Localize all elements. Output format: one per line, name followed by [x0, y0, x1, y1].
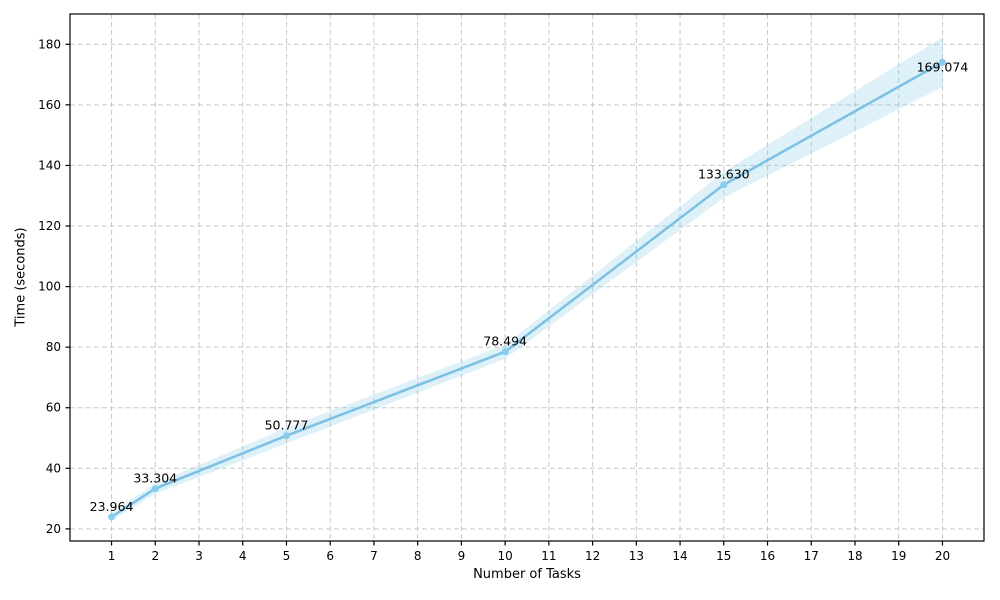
y-tick-label: 80 — [46, 340, 61, 354]
x-tick-label: 3 — [195, 549, 203, 563]
x-tick-label: 17 — [804, 549, 819, 563]
data-point-marker — [501, 348, 509, 356]
x-tick-label: 11 — [541, 549, 556, 563]
y-tick-label: 140 — [38, 158, 61, 172]
y-axis-label: Time (seconds) — [13, 227, 29, 327]
y-tick-label: 20 — [46, 522, 61, 536]
x-tick-label: 8 — [414, 549, 422, 563]
data-point-label: 78.494 — [483, 334, 527, 349]
data-point-marker — [282, 432, 290, 440]
x-axis-label: Number of Tasks — [473, 567, 581, 582]
x-tick-label: 14 — [672, 549, 687, 563]
x-tick-label: 20 — [935, 549, 950, 563]
y-tick-label: 100 — [38, 280, 61, 294]
data-point-marker — [938, 58, 946, 66]
series-line — [110, 60, 944, 519]
y-tick-label: 120 — [38, 219, 61, 233]
data-point-marker — [108, 513, 116, 521]
x-tick-label: 9 — [458, 549, 466, 563]
data-point-label: 33.304 — [133, 471, 177, 486]
x-tick-label: 18 — [847, 549, 862, 563]
x-tick-label: 5 — [283, 549, 291, 563]
data-point-label: 23.964 — [90, 499, 134, 514]
x-tick-label: 1 — [108, 549, 116, 563]
x-tick-label: 6 — [326, 549, 334, 563]
data-point-marker — [720, 181, 728, 189]
x-tick-label: 4 — [239, 549, 247, 563]
x-tick-label: 16 — [760, 549, 775, 563]
data-point-label: 169.074 — [917, 59, 969, 74]
data-point-marker — [151, 485, 159, 493]
x-tick-label: 19 — [891, 549, 906, 563]
y-tick-label: 40 — [46, 461, 61, 475]
x-tick-label: 13 — [629, 549, 644, 563]
x-tick-label: 7 — [370, 549, 378, 563]
x-tick-label: 12 — [585, 549, 600, 563]
axes-frame — [69, 13, 985, 542]
y-tick-label: 60 — [46, 401, 61, 415]
y-tick-label: 160 — [38, 98, 61, 112]
x-tick-label: 15 — [716, 549, 731, 563]
y-tick-label: 180 — [38, 37, 61, 51]
data-point-label: 133.630 — [698, 167, 750, 182]
confidence-band — [111, 37, 943, 521]
x-tick-label: 2 — [151, 549, 159, 563]
data-point-label: 50.777 — [265, 418, 309, 433]
x-tick-label: 10 — [497, 549, 512, 563]
